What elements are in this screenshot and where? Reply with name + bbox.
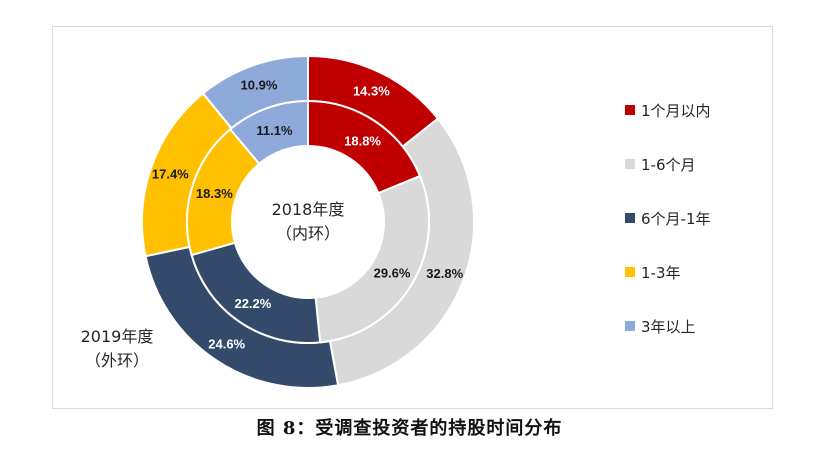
inner-ring-data-label: 29.6% [374,265,411,280]
outer-ring-data-label: 24.6% [208,336,245,351]
legend-item: 6个月-1年 [625,208,711,228]
outer-ring-data-label: 10.9% [241,77,278,92]
inner-ring-data-label: 18.8% [344,134,381,149]
legend-swatch [625,213,635,223]
chart-frame [52,26,773,409]
legend-item: 1-6个月 [625,154,711,174]
legend-swatch [625,105,635,115]
inner-ring-data-label: 22.2% [234,296,271,311]
legend-swatch [625,321,635,331]
outer-ring-data-label: 17.4% [152,166,189,181]
outer-ring-data-label: 32.8% [426,266,463,281]
inner-ring-slice [314,174,430,344]
inner-ring-note: （内环） [275,224,340,243]
outer-ring-name: 2019年度 [80,327,154,346]
legend-label: 3年以上 [641,317,696,336]
outer-ring-label: 2019年度 （外环） [62,325,172,373]
inner-ring-data-label: 18.3% [196,186,233,201]
legend-label: 1-6个月 [641,155,696,174]
legend-label: 6个月-1年 [641,209,711,228]
legend-label: 1-3年 [641,263,681,282]
legend-item: 1个月以内 [625,100,711,120]
figure-caption: 图 8：受调查投资者的持股时间分布 [256,418,563,439]
legend-swatch [625,159,635,169]
outer-ring-note: （外环） [84,351,149,370]
outer-ring-data-label: 14.3% [353,83,390,98]
legend-swatch [625,267,635,277]
inner-ring-data-label: 11.1% [256,123,293,138]
inner-ring-label: 2018年度 （内环） [248,198,368,246]
inner-ring-slice [228,99,309,166]
legend: 1个月以内 1-6个月 6个月-1年 1-3年 3年以上 [625,100,711,370]
legend-item: 3年以上 [625,316,711,336]
legend-item: 1-3年 [625,262,711,282]
legend-label: 1个月以内 [641,101,711,120]
inner-ring-name: 2018年度 [271,200,345,219]
